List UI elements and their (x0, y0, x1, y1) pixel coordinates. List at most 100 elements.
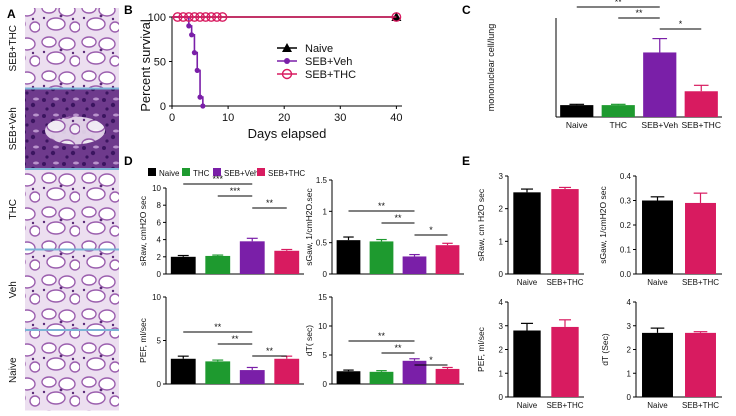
bar (369, 371, 394, 384)
y-tick-label: 0 (323, 380, 328, 389)
legend-swatch (148, 168, 156, 176)
x-tick-label: 0 (169, 112, 175, 124)
pef-chart: 0 5 10 PEF, ml/sec ** ** ** (138, 293, 304, 389)
legend-label: SEB+THC (305, 69, 356, 81)
y-tick-label: 0.2 (620, 221, 632, 230)
legend-swatch (213, 168, 221, 176)
histology-image (25, 330, 119, 411)
y-tick-label: 3 (499, 172, 504, 181)
y-tick-label: 0.4 (620, 172, 632, 181)
histology-panel: SEB+THC SEB+Veh THC Veh Naive (8, 8, 119, 411)
legend-label: SEB+Veh (224, 169, 258, 178)
sraw-thc-chart: 0 1 2 3 Naive SEB+THC sRaw, cm H2O sec (476, 172, 584, 287)
histology-row-label: SEB+THC (8, 25, 19, 71)
y-tick-label: 1 (499, 369, 504, 378)
y-axis-label: sGaw, 1/cmH2O sec (598, 186, 608, 264)
bar (642, 200, 673, 274)
x-axis-label: Days elapsed (248, 126, 327, 141)
dt-thc-chart: 0 1 2 3 4 Naive SEB+THC dT (Sec) (600, 298, 722, 410)
y-tick-label: 0.5 (316, 239, 328, 248)
significance-label: *** (212, 174, 223, 184)
y-axis-label: dT (Sec) (600, 333, 610, 366)
y-tick-label: 0 (157, 270, 162, 279)
significance-label: ** (378, 331, 386, 341)
panel-label-d: D (124, 154, 133, 168)
legend-swatch (257, 168, 265, 176)
marker-open-circle (183, 12, 194, 22)
y-tick-label: 5 (157, 337, 162, 346)
histology-row-label: THC (8, 199, 19, 220)
legend-label: Naive (159, 169, 180, 178)
y-tick-label: 10 (152, 184, 161, 193)
y-axis-label: Percent survival (138, 19, 153, 112)
legend-label: Naive (305, 43, 333, 55)
marker-circle (200, 103, 206, 109)
bar (435, 368, 460, 384)
bar (685, 202, 716, 274)
histology-row-label: Naive (8, 357, 19, 383)
significance-label: * (429, 355, 433, 365)
y-tick-label: 4 (157, 236, 162, 245)
y-tick-label: 3 (627, 322, 632, 331)
y-axis-label: sGaw, 1/cmH2O.sec (304, 188, 314, 266)
marker-open-circle (206, 12, 217, 22)
marker-circle (197, 94, 203, 100)
legend-swatch (182, 168, 190, 176)
bar (513, 330, 541, 397)
survival-chart: 0 50 100 0 10 20 30 40 Days elapsed Percent survi… (138, 12, 403, 141)
bar (685, 332, 716, 397)
histology-image (25, 169, 119, 250)
x-tick-label: THC (610, 120, 627, 130)
y-tick-label: 6 (157, 218, 162, 227)
significance-label: ** (394, 213, 402, 223)
y-tick-label: 15 (318, 293, 327, 302)
y-tick-label: 0 (499, 393, 504, 402)
y-axis-label: PEF, ml/sec (138, 317, 148, 363)
marker-open-circle (217, 12, 228, 22)
y-tick-label: 10 (318, 322, 327, 331)
significance-label: *** (230, 186, 241, 196)
sgaw-thc-chart: 0.0 0.1 0.2 0.3 0.4 Naive SEB+THC sGaw, 1/cmH2O… (598, 172, 722, 287)
marker-circle (189, 32, 195, 38)
panel-label-c: C (462, 3, 471, 17)
y-tick-label: 0.3 (620, 197, 632, 206)
significance-label: ** (231, 334, 239, 344)
y-tick-label: 0.0 (620, 270, 632, 279)
panel-label-a: A (7, 7, 16, 21)
histology-image (25, 8, 119, 89)
y-tick-label: 0 (157, 380, 162, 389)
y-tick-label: 0 (499, 270, 504, 279)
x-tick-label: 20 (278, 112, 290, 124)
y-tick-label: 0 (323, 270, 328, 279)
panel-d-legend: Naive THC SEB+Veh SEB+THC (148, 168, 305, 178)
bar (205, 255, 231, 274)
pef-thc-chart: 0 1 2 3 4 Naive SEB+THC PEF, ml/sec (476, 298, 584, 410)
bar (551, 189, 579, 274)
marker-circle (186, 23, 192, 29)
y-tick-label: 2 (499, 346, 504, 355)
y-tick-label: 0 (160, 101, 166, 113)
y-tick-label: 1 (499, 237, 504, 246)
bar (336, 371, 361, 384)
x-tick-label: Naive (517, 401, 538, 410)
legend-marker (284, 58, 290, 64)
bar (274, 358, 300, 384)
bar (170, 358, 196, 384)
bar (336, 240, 361, 274)
bar (642, 332, 673, 397)
y-tick-label: 10 (152, 293, 161, 302)
legend-label: THC (193, 169, 210, 178)
y-axis-label: sRaw, cm H2O sec (476, 188, 486, 261)
panel-label-b: B (124, 3, 133, 17)
bar (239, 370, 265, 384)
significance-label: ** (266, 346, 274, 356)
bar (435, 245, 460, 274)
y-axis-label: PEF, ml/sec (476, 326, 486, 372)
y-tick-label: 8 (157, 201, 162, 210)
marker-open-circle (178, 12, 189, 22)
marker-open-circle (200, 12, 211, 22)
significance-label: ** (214, 322, 222, 332)
significance-label: ** (635, 8, 643, 18)
x-tick-label: Naive (647, 278, 668, 287)
